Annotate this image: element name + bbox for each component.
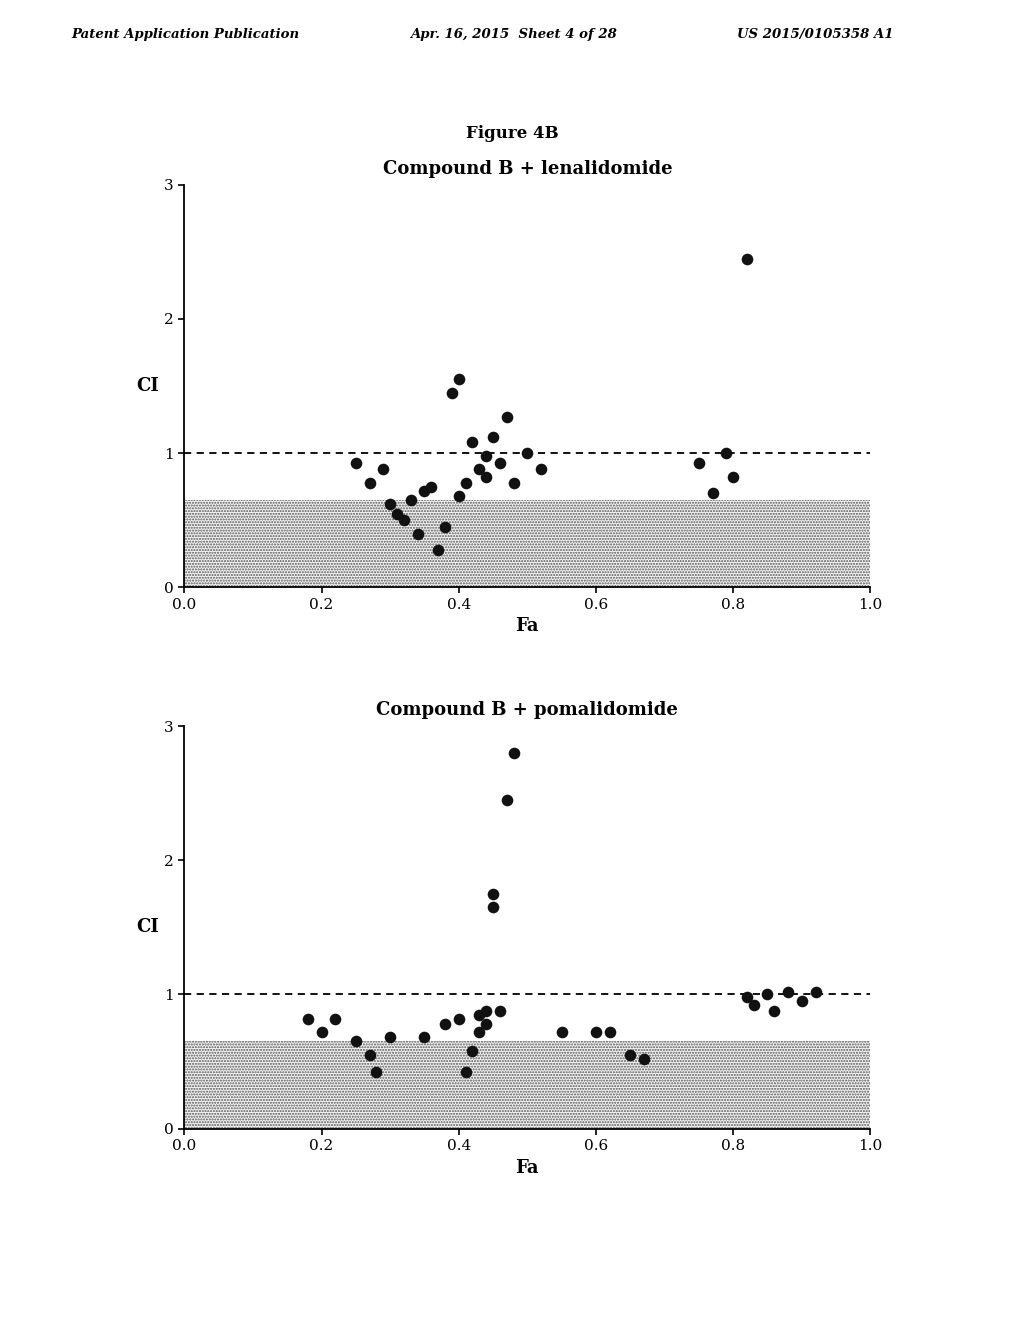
Point [402,490,419,511]
Point [485,426,502,447]
Point [738,986,755,1007]
Text: US 2015/0105358 A1: US 2015/0105358 A1 [737,28,894,41]
Point [361,473,378,494]
Point [437,1014,454,1035]
Point [430,540,446,561]
Point [382,494,398,515]
Point [300,1008,316,1030]
Point [745,994,762,1015]
Point [369,1061,385,1082]
Y-axis label: CI: CI [136,378,159,395]
Point [395,510,412,531]
Point [464,432,480,453]
Point [794,990,810,1011]
Point [499,407,515,428]
Point [705,483,721,504]
Point [506,742,522,763]
Point [361,1044,378,1065]
Point [375,459,391,480]
Bar [184,1041,870,1129]
Point [389,503,406,524]
Point [499,789,515,810]
Point [725,467,741,488]
Point [443,383,460,404]
Point [478,467,495,488]
Point [471,1022,487,1043]
X-axis label: Fa: Fa [516,618,539,635]
Point [623,1044,639,1065]
Point [554,1022,570,1043]
Title: Compound B + lenalidomide: Compound B + lenalidomide [383,160,672,178]
Point [423,477,439,498]
Point [458,1061,474,1082]
Point [471,1005,487,1026]
Point [807,981,823,1002]
Point [718,442,734,463]
Bar [184,500,870,587]
Y-axis label: CI: CI [136,919,159,936]
Point [766,1001,782,1022]
Point [519,442,536,463]
Point [485,896,502,917]
Text: Patent Application Publication: Patent Application Publication [72,28,300,41]
Point [636,1048,652,1069]
Point [478,1001,495,1022]
Point [416,480,433,502]
Point [492,1001,508,1022]
Text: Apr. 16, 2015  Sheet 4 of 28: Apr. 16, 2015 Sheet 4 of 28 [410,28,616,41]
Point [588,1022,604,1043]
Point [738,248,755,269]
Point [691,451,708,473]
Point [478,445,495,466]
Point [601,1022,617,1043]
Point [471,459,487,480]
Point [492,451,508,473]
Point [410,523,426,544]
Point [313,1022,330,1043]
Point [458,473,474,494]
Point [464,1040,480,1061]
Point [506,473,522,494]
Point [760,983,776,1005]
Point [485,883,502,904]
Bar [184,1041,870,1129]
Point [416,1027,433,1048]
Point [478,1014,495,1035]
Text: Figure 4B: Figure 4B [466,125,558,143]
Point [348,1031,365,1052]
Point [780,981,797,1002]
Title: Compound B + pomalidomide: Compound B + pomalidomide [377,701,678,719]
Point [348,451,365,473]
Point [451,486,467,507]
X-axis label: Fa: Fa [516,1159,539,1176]
Point [451,1008,467,1030]
Bar [184,500,870,587]
Point [382,1027,398,1048]
Point [437,516,454,537]
Point [327,1008,343,1030]
Point [451,368,467,389]
Point [532,459,549,480]
